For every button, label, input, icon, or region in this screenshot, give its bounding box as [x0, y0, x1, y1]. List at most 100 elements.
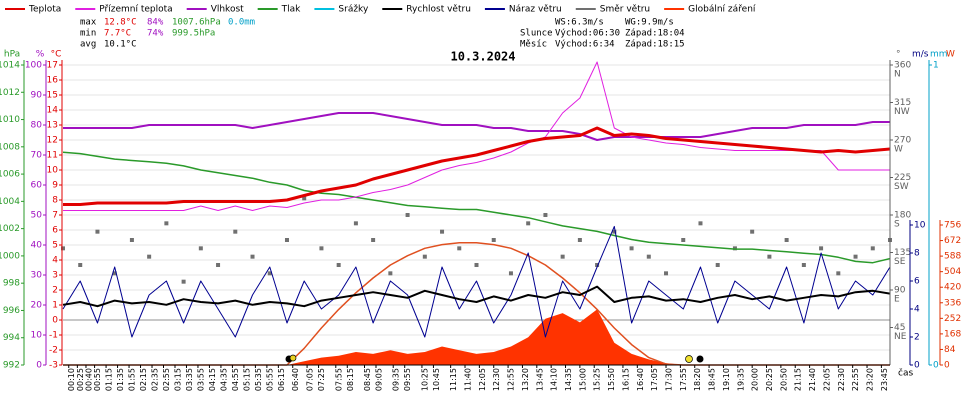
y-tick-label: 14 — [47, 106, 59, 116]
y-tick-label: -1 — [49, 331, 58, 341]
x-tick-label: 03:55 — [196, 368, 205, 391]
x-tick-label: 03:35 — [185, 368, 194, 391]
direction-label: SW — [894, 182, 909, 192]
y-tick-label: 40 — [31, 241, 43, 251]
y-tick-label: 1008 — [0, 142, 20, 152]
x-tick-label: 20:25 — [765, 368, 774, 391]
y-tick-label: 30 — [31, 271, 43, 281]
x-tick-label: 07:25 — [317, 368, 326, 391]
y-tick-label: 2 — [914, 333, 920, 343]
y-tick-label: 15 — [47, 91, 58, 101]
direction-marker — [526, 221, 531, 226]
x-tick-label: 09:35 — [392, 368, 401, 391]
x-tick-label: 01:55 — [128, 368, 137, 391]
x-tick-label: 20:50 — [779, 368, 788, 391]
y-tick-label: 7 — [52, 211, 58, 221]
direction-marker — [784, 238, 789, 242]
sunset: Západ:18:04 — [625, 29, 685, 39]
axis-unit: ° — [896, 50, 901, 60]
direction-marker — [353, 221, 358, 226]
y-tick-label: -3 — [49, 361, 58, 371]
y-tick-label: 1010 — [0, 115, 20, 125]
y-tick-label: 420 — [944, 283, 961, 293]
y-tick-label: 10 — [914, 221, 926, 231]
stat-hum: 84% — [147, 18, 164, 28]
moon-label: Měsíc — [520, 40, 547, 50]
y-tick-label: 1004 — [0, 197, 20, 207]
direction-marker — [836, 271, 841, 276]
direction-marker — [715, 263, 720, 267]
x-tick-label: 22:55 — [851, 368, 860, 391]
legend-label: Přízemní teplota — [99, 5, 172, 15]
y-tick-label: 9 — [52, 181, 58, 191]
direction-marker — [577, 238, 582, 242]
x-tick-label: 02:15 — [139, 368, 148, 391]
direction-marker — [612, 229, 617, 234]
y-tick-label: 0 — [914, 361, 920, 371]
stat-hum: 74% — [147, 29, 164, 39]
direction-marker — [78, 263, 83, 267]
x-tick-label: 05:35 — [254, 368, 263, 391]
direction-marker — [646, 254, 651, 259]
y-tick-label: 360 — [894, 61, 911, 71]
stats: max 12.8°C 84% 1007.6hPa 0.0mm min 7.7°C… — [80, 18, 255, 50]
y-tick-label: 0 — [52, 316, 58, 326]
axis-unit: hPa — [4, 50, 20, 60]
y-tick-label: 998 — [3, 279, 20, 289]
x-tick-label: 15:50 — [607, 368, 616, 391]
y-tick-label: 996 — [3, 306, 20, 316]
y-tick-label: 225 — [894, 173, 911, 183]
legend-item: Globální záření — [664, 5, 756, 15]
direction-marker — [750, 229, 755, 234]
x-tick-label: 10:45 — [432, 368, 441, 391]
sun-icons — [285, 354, 704, 363]
x-tick-label: 02:55 — [162, 368, 171, 391]
x-tick-label: 16:40 — [636, 368, 645, 391]
direction-marker — [681, 238, 686, 242]
legend-label: Náraz větru — [509, 5, 562, 15]
x-tick-label: 04:35 — [219, 368, 228, 391]
y-tick-label: 2 — [52, 286, 58, 296]
y-tick-label: 336 — [944, 298, 961, 308]
direction-marker — [216, 263, 221, 267]
stat-temp: 10.1°C — [104, 40, 137, 50]
y-tick-label: 1 — [52, 301, 58, 311]
y-tick-label: 45 — [894, 323, 905, 333]
y-tick-label: 70 — [31, 151, 43, 161]
y-tick-label: 60 — [31, 181, 43, 191]
legend-item: Teplota — [5, 5, 61, 15]
stat-label: avg — [80, 40, 96, 50]
legend-item: Vlhkost — [186, 5, 244, 15]
wind-speed-info: WS:6.3m/s — [555, 18, 604, 28]
direction-label: S — [894, 220, 900, 230]
x-tick-label: 00:55 — [93, 368, 102, 391]
legend-item: Tlak — [257, 5, 301, 15]
y-tick-label: 80 — [31, 121, 43, 131]
sun-icon — [289, 354, 297, 362]
x-tick-label: 22:30 — [837, 368, 846, 391]
x-tick-label: 06:15 — [277, 368, 286, 391]
x-tick-label: 01:15 — [105, 368, 114, 391]
x-tick-label: 12:30 — [492, 368, 501, 391]
x-tick-label: 17:55 — [679, 368, 688, 391]
axis-unit: m/s — [912, 50, 929, 60]
y-tick-label: 180 — [894, 211, 911, 221]
x-tick-label: 07:55 — [334, 368, 343, 391]
x-tick-label: 04:55 — [231, 368, 240, 391]
legend-label: Vlhkost — [211, 5, 244, 15]
stat-rain: 0.0mm — [228, 18, 255, 28]
axis-unit: % — [36, 50, 45, 60]
direction-marker — [284, 238, 289, 242]
direction-marker — [664, 271, 669, 276]
direction-marker — [801, 263, 806, 267]
x-tick-label: 00:10 — [67, 368, 76, 391]
direction-marker — [732, 246, 737, 251]
y-tick-label: 252 — [944, 314, 961, 324]
direction-marker — [147, 254, 152, 259]
y-tick-label: 100 — [25, 61, 42, 71]
y-tick-label: 8 — [914, 249, 920, 259]
chart-title: 10.3.2024 — [450, 50, 515, 64]
x-tick-label: 15:25 — [593, 368, 602, 391]
stat-label: max — [80, 18, 97, 28]
